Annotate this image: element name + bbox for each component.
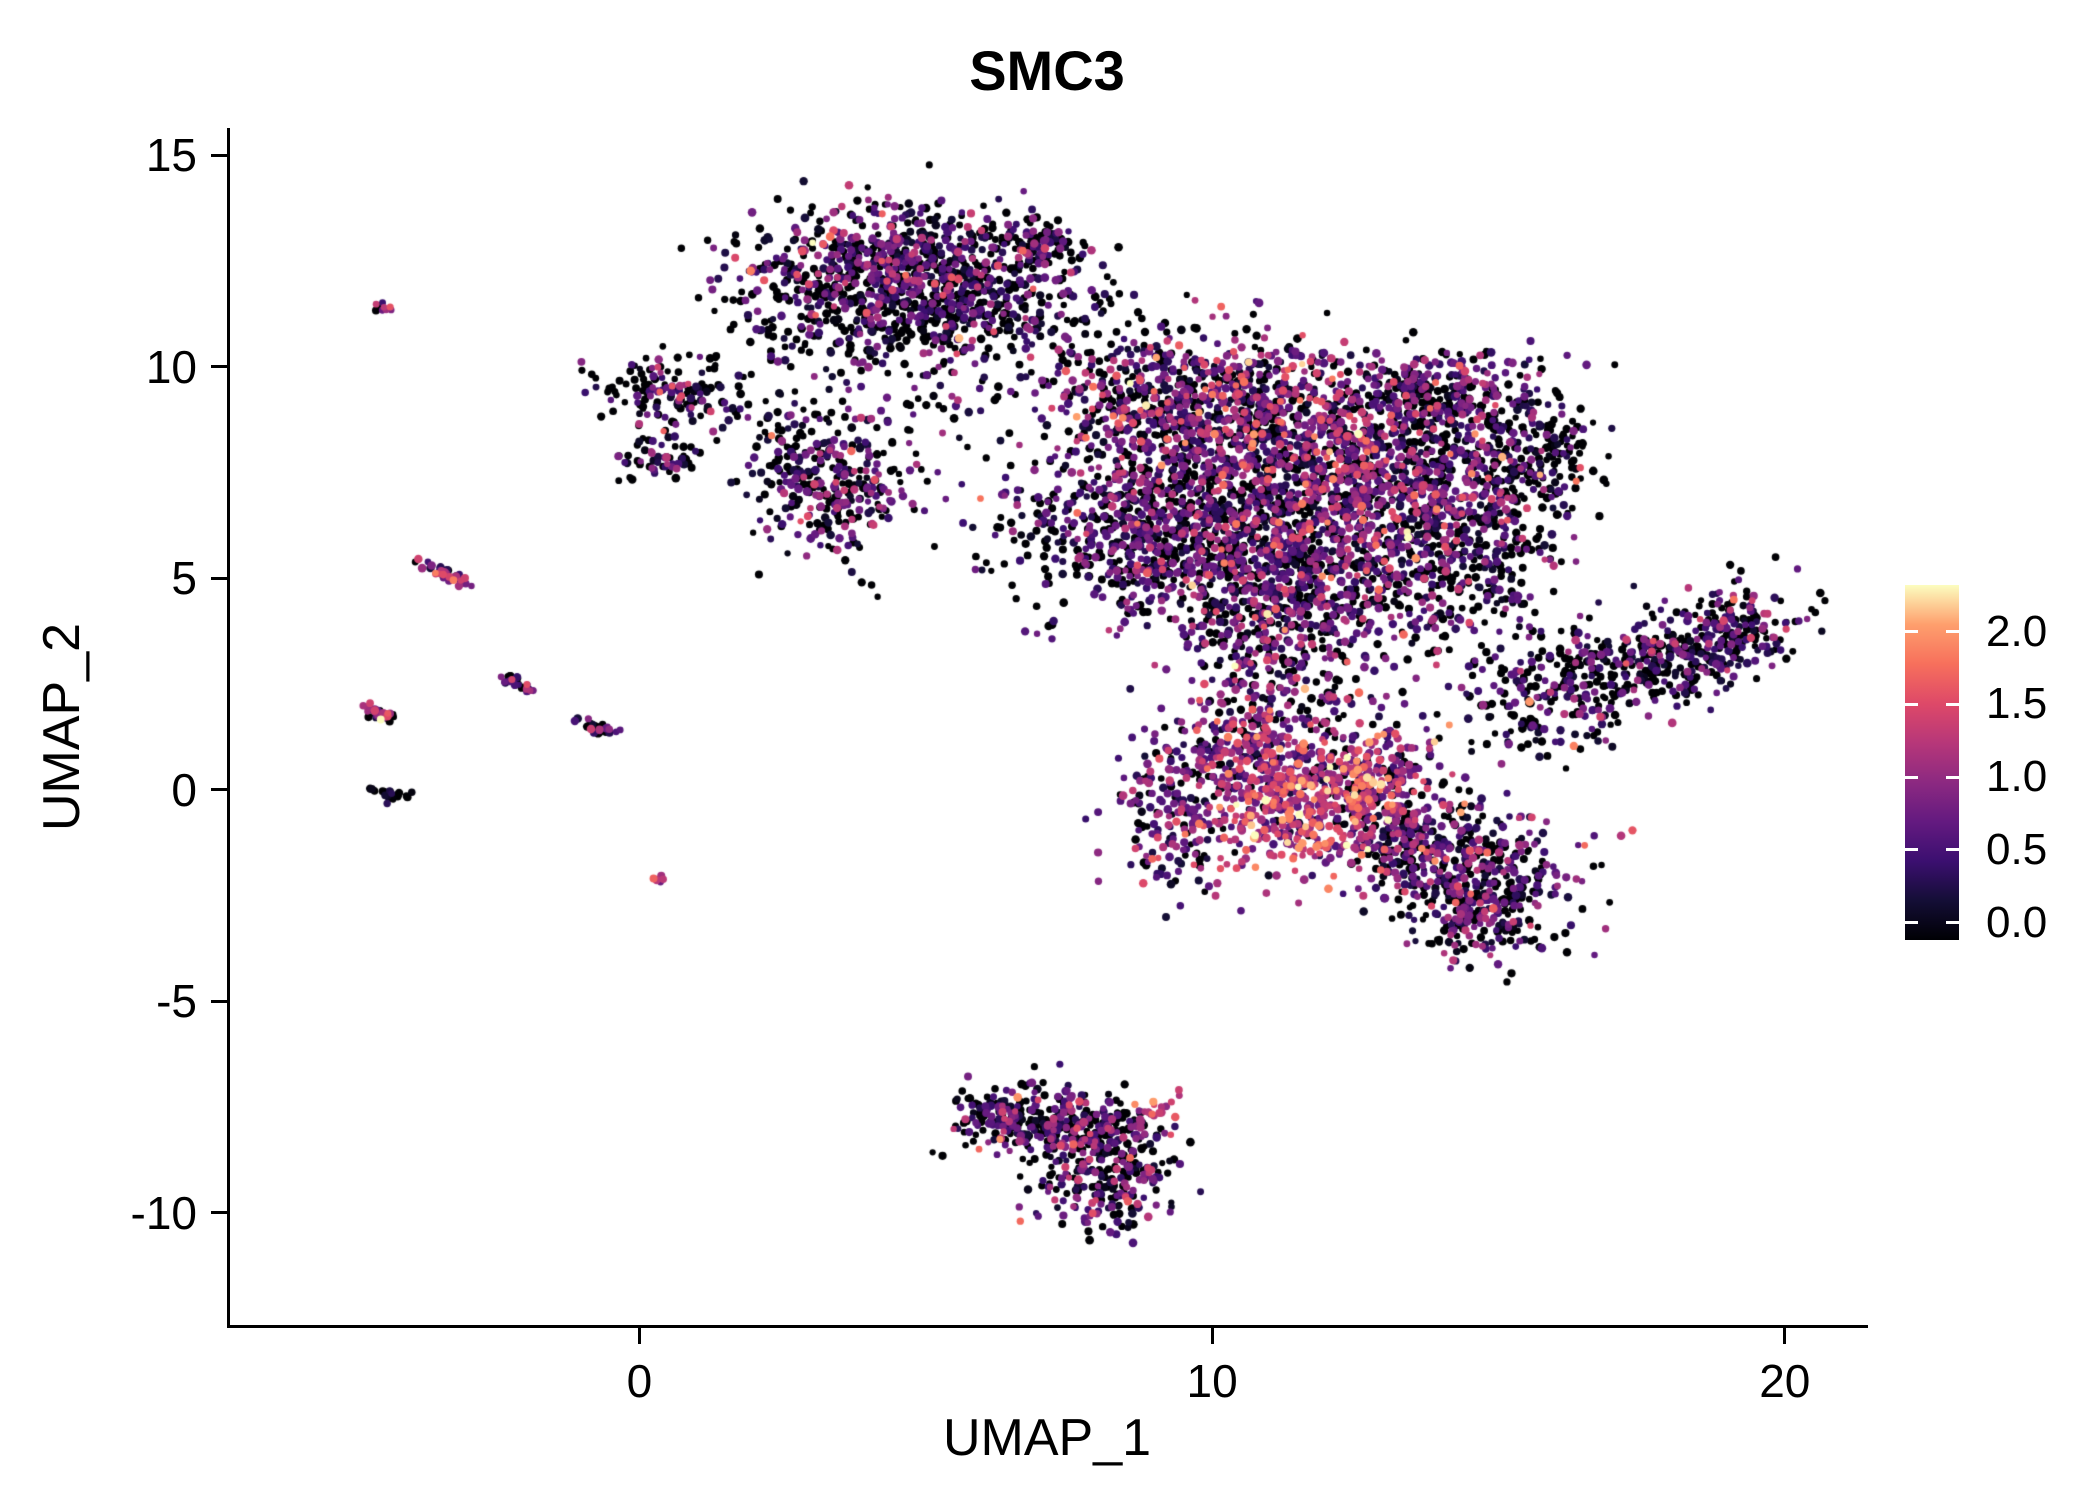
colorbar-tick-label: 0.5 — [1986, 824, 2048, 874]
x-axis-title: UMAP_1 — [942, 1409, 1152, 1467]
colorbar-tick-mark — [1905, 630, 1918, 634]
colorbar-tick-label: 1.0 — [1986, 752, 2048, 802]
y-axis-line — [227, 128, 230, 1328]
y-axis-tick — [211, 1211, 227, 1215]
y-axis-tick-label: -10 — [130, 1186, 197, 1239]
colorbar-tick-mark — [1905, 775, 1918, 779]
x-axis-line — [227, 1325, 1868, 1328]
y-axis-tick — [211, 576, 227, 580]
colorbar-tick-mark — [1946, 921, 1959, 925]
x-axis-tick — [637, 1328, 641, 1344]
colorbar-tick-label: 0.0 — [1986, 897, 2048, 947]
colorbar-tick-mark — [1905, 848, 1918, 852]
y-axis-tick-label: -5 — [156, 975, 197, 1028]
y-axis-title: UMAP_2 — [33, 622, 91, 832]
colorbar-tick-mark — [1905, 702, 1918, 706]
colorbar-gradient — [1905, 585, 1959, 940]
colorbar-tick-mark — [1905, 921, 1918, 925]
colorbar-tick-mark — [1946, 702, 1959, 706]
colorbar-tick-mark — [1946, 775, 1959, 779]
y-axis-tick — [211, 788, 227, 792]
colorbar-tick-mark — [1946, 630, 1959, 634]
x-axis-tick — [1210, 1328, 1214, 1344]
y-axis-tick-label: 10 — [145, 340, 197, 393]
y-axis-tick-label: 0 — [171, 763, 197, 816]
x-axis-tick-label: 20 — [1759, 1355, 1811, 1407]
plot-title: SMC3 — [969, 39, 1125, 102]
x-axis-tick-label: 0 — [626, 1355, 653, 1407]
colorbar-tick-label: 2.0 — [1986, 606, 2048, 656]
x-axis-tick — [1783, 1328, 1787, 1344]
y-axis-tick — [211, 999, 227, 1003]
y-axis-tick — [211, 365, 227, 369]
y-axis-tick-label: 5 — [171, 552, 197, 605]
y-axis-tick — [211, 153, 227, 157]
y-axis-tick-label: 15 — [145, 129, 197, 182]
colorbar-tick-label: 1.5 — [1986, 679, 2048, 729]
x-axis-tick-label: 10 — [1186, 1355, 1238, 1407]
colorbar-tick-mark — [1946, 848, 1959, 852]
